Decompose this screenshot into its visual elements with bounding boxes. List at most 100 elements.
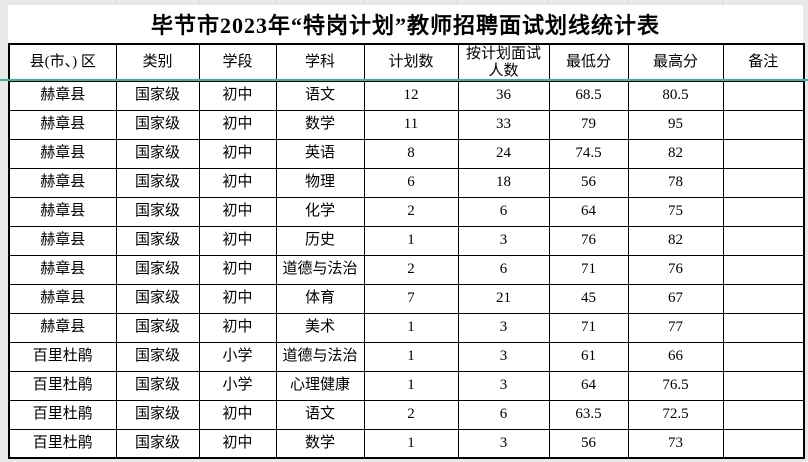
- table-cell[interactable]: 小学: [198, 370, 277, 401]
- table-cell[interactable]: 7: [363, 283, 459, 314]
- table-cell[interactable]: 英语: [275, 138, 365, 169]
- column-header-4[interactable]: 计划数: [363, 43, 459, 82]
- table-cell[interactable]: 国家级: [115, 138, 200, 169]
- table-cell[interactable]: 赫章县: [8, 196, 117, 227]
- table-cell[interactable]: 体育: [275, 283, 365, 314]
- table-cell[interactable]: 道德与法治: [275, 254, 365, 285]
- table-cell[interactable]: 初中: [198, 196, 277, 227]
- table-cell[interactable]: 赫章县: [8, 167, 117, 198]
- table-cell[interactable]: 64: [548, 196, 629, 227]
- table-cell[interactable]: 1: [363, 370, 459, 401]
- table-cell[interactable]: 初中: [198, 428, 277, 459]
- table-cell[interactable]: 赫章县: [8, 283, 117, 314]
- table-cell[interactable]: [722, 109, 805, 140]
- table-cell[interactable]: 1: [363, 341, 459, 372]
- table-cell[interactable]: 1: [363, 428, 459, 459]
- table-cell[interactable]: 物理: [275, 167, 365, 198]
- table-cell[interactable]: [722, 283, 805, 314]
- table-cell[interactable]: [722, 341, 805, 372]
- table-cell[interactable]: 国家级: [115, 428, 200, 459]
- table-cell[interactable]: 心理健康: [275, 370, 365, 401]
- table-cell[interactable]: [722, 370, 805, 401]
- table-cell[interactable]: 2: [363, 399, 459, 430]
- table-cell[interactable]: 76.5: [627, 370, 724, 401]
- table-cell[interactable]: 道德与法治: [275, 341, 365, 372]
- table-cell[interactable]: 24: [457, 138, 550, 169]
- table-cell[interactable]: 历史: [275, 225, 365, 256]
- column-header-0[interactable]: 县(市、) 区: [8, 43, 117, 82]
- table-cell[interactable]: 74.5: [548, 138, 629, 169]
- table-cell[interactable]: 21: [457, 283, 550, 314]
- table-cell[interactable]: 67: [627, 283, 724, 314]
- table-cell[interactable]: 82: [627, 225, 724, 256]
- table-cell[interactable]: 初中: [198, 312, 277, 343]
- table-cell[interactable]: 75: [627, 196, 724, 227]
- table-cell[interactable]: 数学: [275, 109, 365, 140]
- table-cell[interactable]: 56: [548, 167, 629, 198]
- table-cell[interactable]: 2: [363, 196, 459, 227]
- table-cell[interactable]: 76: [548, 225, 629, 256]
- table-cell[interactable]: 95: [627, 109, 724, 140]
- column-header-6[interactable]: 最低分: [548, 43, 629, 82]
- table-cell[interactable]: 6: [457, 254, 550, 285]
- table-cell[interactable]: 3: [457, 428, 550, 459]
- table-cell[interactable]: 8: [363, 138, 459, 169]
- table-cell[interactable]: 国家级: [115, 254, 200, 285]
- table-cell[interactable]: 化学: [275, 196, 365, 227]
- table-cell[interactable]: 18: [457, 167, 550, 198]
- table-cell[interactable]: 初中: [198, 109, 277, 140]
- table-cell[interactable]: 77: [627, 312, 724, 343]
- column-header-8[interactable]: 备注: [722, 43, 805, 82]
- table-cell[interactable]: 国家级: [115, 370, 200, 401]
- table-cell[interactable]: 76: [627, 254, 724, 285]
- table-cell[interactable]: 1: [363, 225, 459, 256]
- table-cell[interactable]: 71: [548, 254, 629, 285]
- table-cell[interactable]: 百里杜鹃: [8, 399, 117, 430]
- table-cell[interactable]: 国家级: [115, 341, 200, 372]
- table-cell[interactable]: 82: [627, 138, 724, 169]
- table-cell[interactable]: 语文: [275, 80, 365, 111]
- table-cell[interactable]: 百里杜鹃: [8, 341, 117, 372]
- table-cell[interactable]: 国家级: [115, 167, 200, 198]
- table-cell[interactable]: 赫章县: [8, 254, 117, 285]
- table-cell[interactable]: [722, 196, 805, 227]
- table-cell[interactable]: 赫章县: [8, 312, 117, 343]
- table-cell[interactable]: [722, 138, 805, 169]
- table-cell[interactable]: [722, 225, 805, 256]
- table-cell[interactable]: 数学: [275, 428, 365, 459]
- table-cell[interactable]: 61: [548, 341, 629, 372]
- table-cell[interactable]: 36: [457, 80, 550, 111]
- table-cell[interactable]: 63.5: [548, 399, 629, 430]
- table-cell[interactable]: 3: [457, 225, 550, 256]
- table-cell[interactable]: 79: [548, 109, 629, 140]
- table-cell[interactable]: 6: [363, 167, 459, 198]
- table-cell[interactable]: 国家级: [115, 312, 200, 343]
- table-cell[interactable]: 初中: [198, 167, 277, 198]
- table-cell[interactable]: 初中: [198, 80, 277, 111]
- table-cell[interactable]: [722, 312, 805, 343]
- table-cell[interactable]: 45: [548, 283, 629, 314]
- table-cell[interactable]: 初中: [198, 138, 277, 169]
- table-cell[interactable]: 国家级: [115, 109, 200, 140]
- table-cell[interactable]: 初中: [198, 399, 277, 430]
- table-cell[interactable]: 33: [457, 109, 550, 140]
- table-cell[interactable]: 12: [363, 80, 459, 111]
- table-cell[interactable]: 赫章县: [8, 225, 117, 256]
- column-header-5[interactable]: 按计划面试人数: [457, 43, 550, 82]
- table-cell[interactable]: 66: [627, 341, 724, 372]
- table-cell[interactable]: 赫章县: [8, 138, 117, 169]
- table-cell[interactable]: 6: [457, 399, 550, 430]
- column-header-3[interactable]: 学科: [275, 43, 365, 82]
- table-cell[interactable]: 小学: [198, 341, 277, 372]
- table-cell[interactable]: 初中: [198, 283, 277, 314]
- column-header-1[interactable]: 类别: [115, 43, 200, 82]
- table-cell[interactable]: 3: [457, 341, 550, 372]
- table-cell[interactable]: 1: [363, 312, 459, 343]
- table-cell[interactable]: 6: [457, 196, 550, 227]
- table-cell[interactable]: [722, 167, 805, 198]
- table-cell[interactable]: [722, 428, 805, 459]
- table-cell[interactable]: [722, 399, 805, 430]
- table-cell[interactable]: 3: [457, 312, 550, 343]
- column-header-2[interactable]: 学段: [198, 43, 277, 82]
- table-cell[interactable]: 56: [548, 428, 629, 459]
